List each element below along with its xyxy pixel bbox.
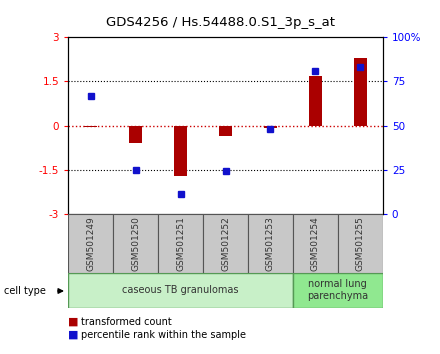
Text: cell type: cell type (4, 286, 46, 296)
Text: GSM501254: GSM501254 (311, 216, 320, 271)
Text: GSM501249: GSM501249 (86, 216, 95, 271)
Text: GSM501255: GSM501255 (356, 216, 365, 271)
Text: percentile rank within the sample: percentile rank within the sample (81, 330, 246, 339)
Bar (293, 214, 338, 273)
Bar (338, 214, 383, 273)
Bar (264, 126, 277, 128)
Bar (68, 214, 113, 273)
Bar (354, 58, 367, 126)
Text: ■: ■ (68, 330, 79, 339)
Text: ■: ■ (68, 317, 79, 327)
Text: GSM501253: GSM501253 (266, 216, 275, 271)
Bar (293, 273, 383, 308)
Text: normal lung
parenchyma: normal lung parenchyma (307, 279, 368, 301)
Text: caseous TB granulomas: caseous TB granulomas (122, 285, 239, 295)
Text: transformed count: transformed count (81, 317, 172, 327)
Bar (158, 214, 203, 273)
Text: GSM501250: GSM501250 (131, 216, 140, 271)
Bar (68, 273, 293, 308)
Bar (174, 126, 187, 176)
Bar (248, 214, 293, 273)
Bar (219, 126, 232, 136)
Bar (203, 214, 248, 273)
Bar (84, 126, 97, 127)
Text: GSM501252: GSM501252 (221, 216, 230, 271)
Bar (309, 75, 322, 126)
Text: GSM501251: GSM501251 (176, 216, 185, 271)
Bar (113, 214, 158, 273)
Text: GDS4256 / Hs.54488.0.S1_3p_s_at: GDS4256 / Hs.54488.0.S1_3p_s_at (106, 16, 334, 29)
Bar (129, 126, 142, 143)
